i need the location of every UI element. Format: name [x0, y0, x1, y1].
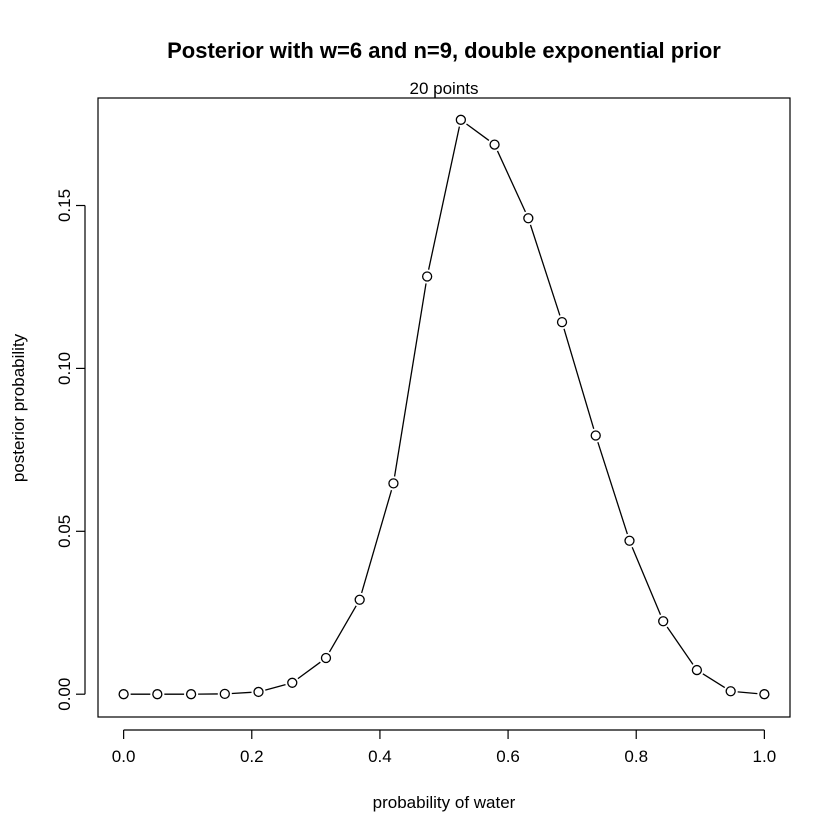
series-segment: [496, 150, 526, 213]
data-point: [725, 686, 736, 697]
y-axis: 0.00 0.05 0.10 0.15: [55, 189, 86, 711]
data-point: [759, 689, 770, 700]
data-point: [590, 430, 601, 441]
series-segment: [597, 441, 628, 535]
series-segment: [265, 683, 286, 691]
series-segment: [466, 123, 490, 141]
data-point: [219, 688, 230, 700]
x-tick-label: 0.2: [240, 747, 264, 766]
data-point: [152, 689, 163, 700]
data-point: [320, 652, 332, 664]
x-tick-label: 0.4: [368, 747, 392, 766]
series-segment: [737, 691, 758, 695]
data-point: [421, 271, 433, 282]
data-point: [287, 677, 298, 688]
x-tick-label: 1.0: [753, 747, 777, 766]
x-axis: 0.0 0.2 0.4 0.6 0.8 1.0: [112, 729, 777, 766]
data-point: [388, 478, 399, 489]
series-segment: [231, 691, 252, 695]
chart-subtitle: 20 points: [410, 79, 479, 98]
series-points: [118, 114, 770, 700]
y-tick-label: 0.15: [55, 189, 74, 222]
data-point: [253, 686, 264, 698]
series-segment: [563, 328, 595, 429]
data-point: [489, 139, 500, 150]
series-segment: [666, 626, 694, 665]
plot-frame: [97, 97, 791, 718]
y-axis-label: posterior probability: [9, 333, 28, 482]
chart-title: Posterior with w=6 and n=9, double expon…: [167, 38, 721, 63]
data-point: [691, 664, 703, 676]
x-axis-label: probability of water: [373, 793, 516, 812]
series-segment: [393, 283, 427, 477]
series-segment: [328, 605, 357, 653]
data-point: [185, 689, 197, 700]
x-tick-label: 0.8: [624, 747, 648, 766]
series-segment: [631, 546, 662, 616]
data-point: [118, 689, 129, 700]
series-segment: [427, 126, 461, 270]
data-point: [455, 114, 467, 125]
y-tick-label: 0.05: [55, 515, 74, 548]
data-point: [523, 213, 534, 224]
data-point: [658, 616, 669, 627]
data-point: [556, 316, 568, 328]
series-segment: [297, 661, 321, 680]
series-line: [130, 123, 758, 695]
x-tick-label: 0.6: [496, 747, 520, 766]
data-point: [354, 594, 365, 605]
series-segment: [702, 673, 726, 689]
series-segment: [529, 224, 561, 316]
y-tick-label: 0.10: [55, 352, 74, 385]
series-segment: [361, 489, 393, 594]
data-point: [624, 535, 635, 546]
y-tick-label: 0.00: [55, 678, 74, 711]
x-tick-label: 0.0: [112, 747, 136, 766]
